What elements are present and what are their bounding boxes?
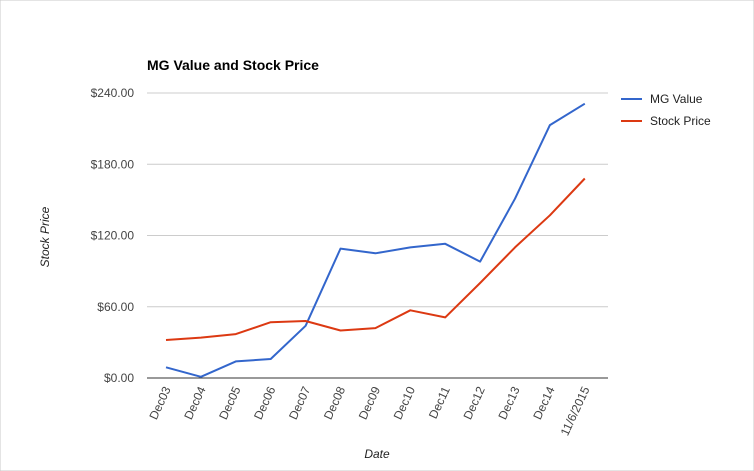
series-line-mg-value: [165, 102, 586, 378]
y-tick-labels: $0.00 $60.00 $120.00 $180.00 $240.00: [91, 86, 135, 385]
y-axis-title: Stock Price: [38, 206, 52, 267]
gridlines: [147, 92, 608, 379]
series-lines: [165, 102, 586, 378]
x-axis-title: Date: [364, 447, 390, 461]
series-line-stock-price: [165, 177, 586, 341]
y-tick-label: $0.00: [104, 371, 134, 385]
chart-title: MG Value and Stock Price: [147, 57, 319, 73]
legend-label: Stock Price: [650, 114, 711, 128]
y-tick-label: $120.00: [91, 229, 135, 243]
y-tick-label: $60.00: [97, 300, 134, 314]
legend-label: MG Value: [650, 92, 703, 106]
y-tick-label: $240.00: [91, 86, 135, 100]
legend: MG Value Stock Price: [621, 92, 711, 128]
y-tick-label: $180.00: [91, 157, 135, 171]
